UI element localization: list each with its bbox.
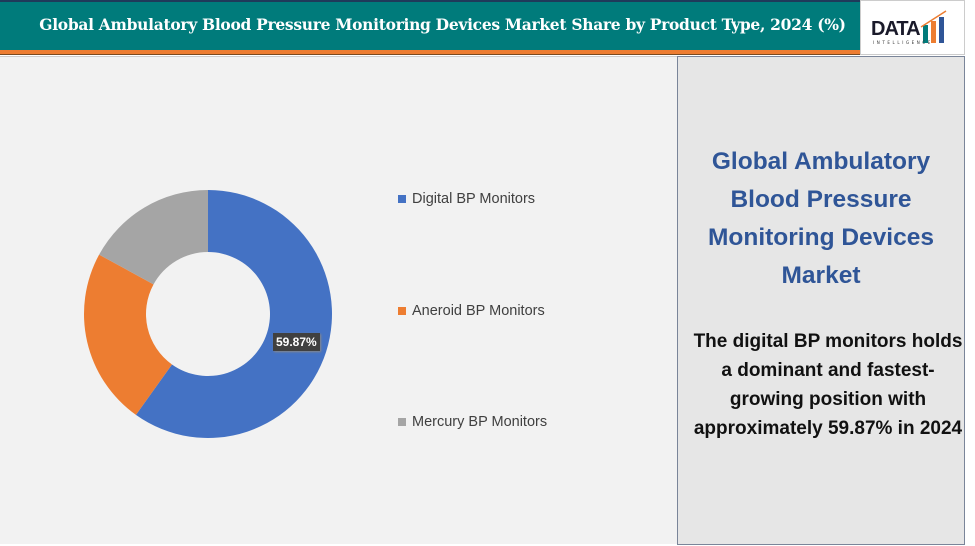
logo-subtext: INTELLIGENCE — [873, 40, 933, 45]
legend-label: Mercury BP Monitors — [412, 414, 548, 430]
donut-chart — [83, 190, 332, 438]
legend-item: Digital BP Monitors — [398, 191, 535, 207]
legend-item: Mercury BP Monitors — [398, 414, 547, 430]
slice-digital-bp-monitors — [135, 190, 332, 438]
accent-stripe — [0, 50, 860, 55]
logo-bars-icon — [920, 10, 947, 43]
legend-item: Aneroid BP Monitors — [398, 303, 545, 319]
logo: DATA INTELLIGENCE — [860, 0, 965, 55]
logo-text: DATA — [871, 18, 921, 40]
summary-text: The digital BP monitors holds a dominant… — [693, 331, 963, 439]
slice-mercury-bp-monitors — [99, 190, 208, 285]
data-label: 59.87% — [273, 333, 320, 351]
slice-aneroid-bp-monitors — [83, 254, 172, 415]
legend-swatch — [398, 307, 406, 315]
summary-panel: Global Ambulatory Blood Pressure Monitor… — [677, 56, 965, 545]
header-bar: Global Ambulatory Blood Pressure Monitor… — [0, 0, 860, 50]
legend-label: Digital BP Monitors — [412, 191, 536, 207]
chart-title: Global Ambulatory Blood Pressure Monitor… — [39, 15, 846, 34]
summary-title: Global Ambulatory Blood Pressure Monitor… — [708, 148, 934, 289]
legend-swatch — [398, 418, 406, 426]
legend-swatch — [398, 195, 406, 203]
legend-label: Aneroid BP Monitors — [412, 303, 545, 319]
